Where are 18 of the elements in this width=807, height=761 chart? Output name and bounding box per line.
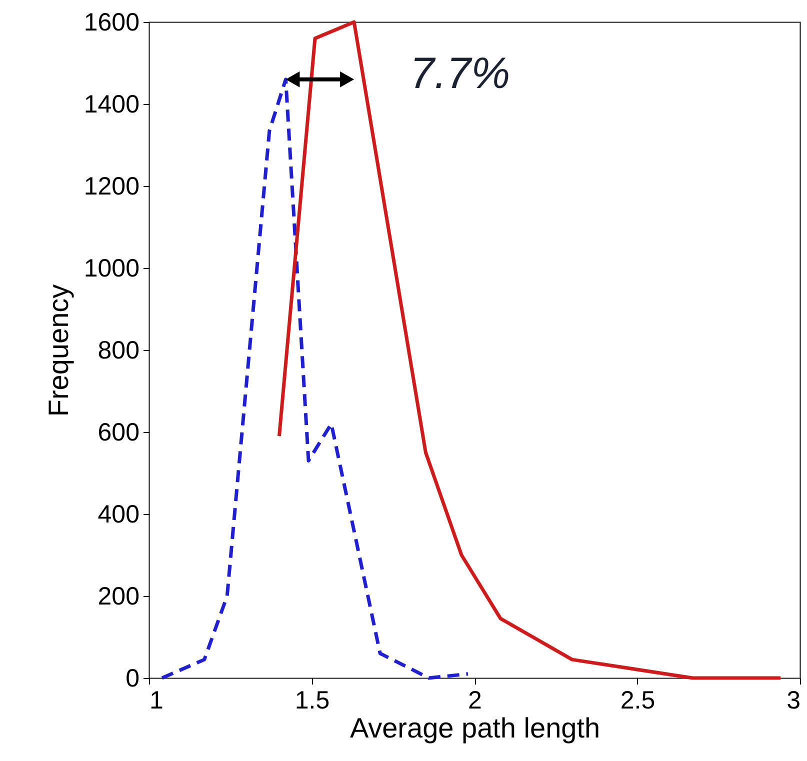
y-tick-label: 1000: [84, 254, 140, 282]
x-tick-label: 2: [468, 686, 482, 714]
annotation: 7.7%: [410, 49, 510, 98]
y-tick-label: 1200: [84, 172, 140, 200]
y-tick-label: 1400: [84, 90, 140, 118]
y-tick-label: 0: [126, 664, 140, 692]
x-axis-title: Average path length: [350, 712, 600, 744]
y-tick-label: 1600: [84, 8, 140, 36]
x-tick-label: 2.5: [620, 686, 656, 714]
y-tick-label: 200: [98, 582, 140, 610]
y-tick-label: 800: [98, 336, 140, 364]
line-series: [277, 20, 782, 680]
x-tick-label: 1: [150, 686, 164, 714]
y-axis-title: Frequency: [42, 284, 74, 417]
y-tick-label: 600: [98, 418, 140, 446]
x-tick-label: 1.5: [294, 686, 330, 714]
x-tick-label: 3: [786, 686, 800, 714]
y-tick-label: 400: [98, 500, 140, 528]
